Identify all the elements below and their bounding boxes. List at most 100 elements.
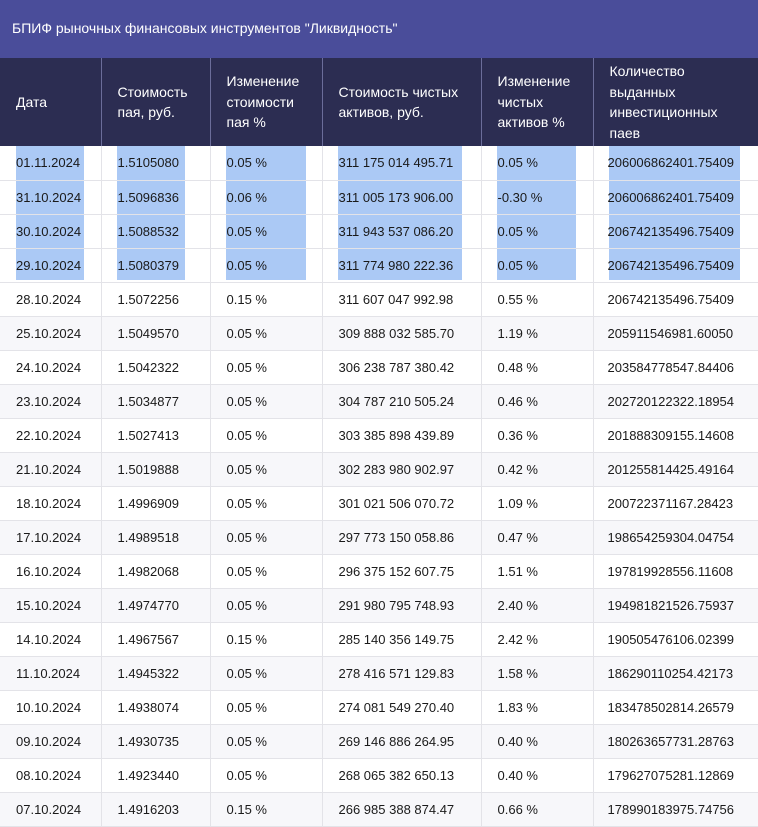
cell-units-issued: 201255814425.49164 <box>592 452 758 487</box>
table-row[interactable]: 25.10.2024 1.5049570 0.05 % 309 888 032 585… <box>0 316 758 351</box>
cell-date: 22.10.2024 <box>0 418 101 453</box>
table-row[interactable]: 10.10.2024 1.4938074 0.05 % 274 081 549 270… <box>0 690 758 725</box>
cell-unit-price-change: 0.05 % <box>209 724 322 759</box>
cell-unit-price-change: 0.05 % <box>209 452 322 487</box>
table-row[interactable]: 22.10.2024 1.5027413 0.05 % 303 385 898 439… <box>0 418 758 453</box>
cell-units-issued: 203584778547.84406 <box>592 350 758 385</box>
table-row[interactable]: 14.10.2024 1.4967567 0.15 % 285 140 356 149… <box>0 622 758 657</box>
cell-unit-price-change: 0.05 % <box>209 554 322 589</box>
header-date[interactable]: Дата <box>0 58 101 146</box>
cell-unit-price-change: 0.15 % <box>209 282 322 317</box>
cell-unit-price-change: 0.05 % <box>209 588 322 623</box>
cell-date: 10.10.2024 <box>0 690 101 725</box>
table-row[interactable]: 08.10.2024 1.4923440 0.05 % 268 065 382 650… <box>0 758 758 793</box>
cell-net-assets-change: 0.47 % <box>480 520 593 555</box>
cell-unit-price-change: 0.05 % <box>209 248 322 283</box>
table-header-row: Дата Стоимость пая, руб. Изменение стоим… <box>0 58 758 146</box>
cell-unit-price: 1.5080379 <box>100 248 210 283</box>
cell-unit-price-change: 0.05 % <box>209 418 322 453</box>
cell-unit-price: 1.4996909 <box>100 486 210 521</box>
cell-units-issued: 194981821526.75937 <box>592 588 758 623</box>
table-row[interactable]: 16.10.2024 1.4982068 0.05 % 296 375 152 607… <box>0 554 758 589</box>
header-net-assets[interactable]: Стоимость чистых активов, руб. <box>321 58 481 146</box>
cell-units-issued: 206006862401.75409 <box>592 180 758 215</box>
page-title: БПИФ рыночных финансовых инструментов "Л… <box>0 0 758 58</box>
cell-date: 24.10.2024 <box>0 350 101 385</box>
header-net-assets-change[interactable]: Изменение чистых активов % <box>480 58 593 146</box>
cell-date: 08.10.2024 <box>0 758 101 793</box>
cell-net-assets-change: 0.46 % <box>480 384 593 419</box>
cell-net-assets-change: 1.51 % <box>480 554 593 589</box>
cell-units-issued: 201888309155.14608 <box>592 418 758 453</box>
cell-net-assets: 301 021 506 070.72 <box>321 486 481 521</box>
table-row[interactable]: 23.10.2024 1.5034877 0.05 % 304 787 210 505… <box>0 384 758 419</box>
table-row[interactable]: 29.10.2024 1.5080379 0.05 % 311 774 980 222… <box>0 248 758 283</box>
cell-units-issued: 198654259304.04754 <box>592 520 758 555</box>
table-row[interactable]: 09.10.2024 1.4930735 0.05 % 269 146 886 264… <box>0 724 758 759</box>
cell-units-issued: 183478502814.26579 <box>592 690 758 725</box>
cell-unit-price: 1.5072256 <box>100 282 210 317</box>
table-body: 01.11.2024 1.5105080 0.05 % 311 175 014 495… <box>0 146 758 827</box>
cell-units-issued: 179627075281.12869 <box>592 758 758 793</box>
cell-net-assets: 291 980 795 748.93 <box>321 588 481 623</box>
cell-net-assets: 268 065 382 650.13 <box>321 758 481 793</box>
header-units-issued[interactable]: Количество выданных инвестиционных паев <box>592 58 758 146</box>
table-row[interactable]: 11.10.2024 1.4945322 0.05 % 278 416 571 129… <box>0 656 758 691</box>
cell-unit-price-change: 0.15 % <box>209 792 322 827</box>
cell-date: 14.10.2024 <box>0 622 101 657</box>
cell-units-issued: 205911546981.60050 <box>592 316 758 351</box>
table-row[interactable]: 07.10.2024 1.4916203 0.15 % 266 985 388 874… <box>0 792 758 827</box>
cell-unit-price: 1.5034877 <box>100 384 210 419</box>
cell-unit-price-change: 0.05 % <box>209 690 322 725</box>
cell-unit-price: 1.4982068 <box>100 554 210 589</box>
cell-net-assets-change: 0.40 % <box>480 758 593 793</box>
cell-unit-price: 1.4938074 <box>100 690 210 725</box>
table-row[interactable]: 01.11.2024 1.5105080 0.05 % 311 175 014 495… <box>0 146 758 181</box>
cell-net-assets: 302 283 980 902.97 <box>321 452 481 487</box>
cell-net-assets: 311 943 537 086.20 <box>321 214 481 249</box>
table-row[interactable]: 24.10.2024 1.5042322 0.05 % 306 238 787 380… <box>0 350 758 385</box>
cell-date: 25.10.2024 <box>0 316 101 351</box>
cell-unit-price: 1.5088532 <box>100 214 210 249</box>
cell-unit-price: 1.4916203 <box>100 792 210 827</box>
header-unit-price[interactable]: Стоимость пая, руб. <box>100 58 210 146</box>
table-row[interactable]: 21.10.2024 1.5019888 0.05 % 302 283 980 902… <box>0 452 758 487</box>
cell-net-assets: 266 985 388 874.47 <box>321 792 481 827</box>
cell-date: 23.10.2024 <box>0 384 101 419</box>
cell-units-issued: 202720122322.18954 <box>592 384 758 419</box>
cell-unit-price-change: 0.05 % <box>209 758 322 793</box>
cell-date: 09.10.2024 <box>0 724 101 759</box>
cell-net-assets-change: 0.42 % <box>480 452 593 487</box>
cell-units-issued: 190505476106.02399 <box>592 622 758 657</box>
cell-net-assets: 311 774 980 222.36 <box>321 248 481 283</box>
cell-net-assets: 311 005 173 906.00 <box>321 180 481 215</box>
cell-net-assets: 311 607 047 992.98 <box>321 282 481 317</box>
header-unit-price-change[interactable]: Изменение стоимости пая % <box>209 58 322 146</box>
cell-net-assets: 304 787 210 505.24 <box>321 384 481 419</box>
cell-unit-price: 1.4974770 <box>100 588 210 623</box>
nav-table: Дата Стоимость пая, руб. Изменение стоим… <box>0 58 758 827</box>
cell-unit-price-change: 0.05 % <box>209 384 322 419</box>
cell-net-assets-change: 0.55 % <box>480 282 593 317</box>
cell-net-assets-change: 0.40 % <box>480 724 593 759</box>
cell-date: 30.10.2024 <box>0 214 101 249</box>
cell-units-issued: 180263657731.28763 <box>592 724 758 759</box>
cell-unit-price-change: 0.05 % <box>209 214 322 249</box>
cell-net-assets: 306 238 787 380.42 <box>321 350 481 385</box>
table-row[interactable]: 17.10.2024 1.4989518 0.05 % 297 773 150 058… <box>0 520 758 555</box>
table-row[interactable]: 15.10.2024 1.4974770 0.05 % 291 980 795 748… <box>0 588 758 623</box>
cell-date: 28.10.2024 <box>0 282 101 317</box>
cell-unit-price-change: 0.05 % <box>209 146 322 181</box>
cell-units-issued: 206742135496.75409 <box>592 214 758 249</box>
cell-net-assets-change: 1.83 % <box>480 690 593 725</box>
table-row[interactable]: 30.10.2024 1.5088532 0.05 % 311 943 537 086… <box>0 214 758 249</box>
cell-unit-price: 1.5105080 <box>100 146 210 181</box>
cell-unit-price-change: 0.05 % <box>209 316 322 351</box>
table-row[interactable]: 18.10.2024 1.4996909 0.05 % 301 021 506 070… <box>0 486 758 521</box>
cell-unit-price: 1.5049570 <box>100 316 210 351</box>
cell-unit-price: 1.5019888 <box>100 452 210 487</box>
cell-date: 11.10.2024 <box>0 656 101 691</box>
cell-net-assets-change: 1.09 % <box>480 486 593 521</box>
table-row[interactable]: 28.10.2024 1.5072256 0.15 % 311 607 047 992… <box>0 282 758 317</box>
table-row[interactable]: 31.10.2024 1.5096836 0.06 % 311 005 173 906… <box>0 180 758 215</box>
